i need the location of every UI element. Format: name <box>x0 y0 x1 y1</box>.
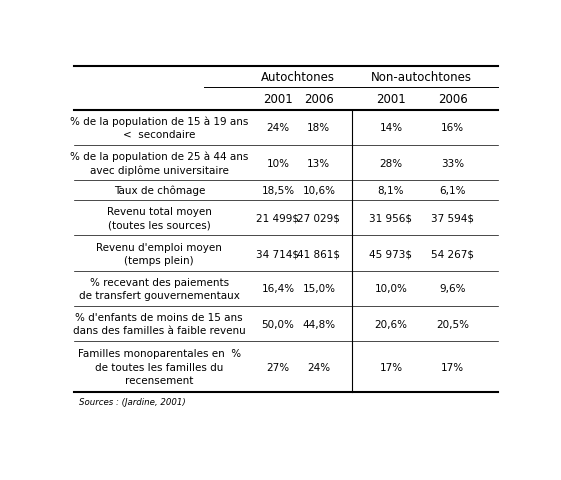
Text: 18%: 18% <box>307 123 330 133</box>
Text: 45 973$: 45 973$ <box>370 249 412 259</box>
Text: 20,5%: 20,5% <box>436 319 469 329</box>
Text: 9,6%: 9,6% <box>439 284 466 294</box>
Text: % d'enfants de moins de 15 ans
dans des familles à faible revenu: % d'enfants de moins de 15 ans dans des … <box>73 312 246 336</box>
Text: Revenu d'emploi moyen
(temps plein): Revenu d'emploi moyen (temps plein) <box>96 242 222 265</box>
Text: 17%: 17% <box>441 362 465 372</box>
Text: Non-autochtones: Non-autochtones <box>371 71 472 84</box>
Text: 21 499$: 21 499$ <box>256 214 300 223</box>
Text: 54 267$: 54 267$ <box>431 249 474 259</box>
Text: % recevant des paiements
de transfert gouvernementaux: % recevant des paiements de transfert go… <box>79 277 240 300</box>
Text: Taux de chômage: Taux de chômage <box>113 186 205 196</box>
Text: 41 861$: 41 861$ <box>297 249 341 259</box>
Text: 14%: 14% <box>379 123 403 133</box>
Text: 24%: 24% <box>266 123 289 133</box>
Text: 6,1%: 6,1% <box>439 186 466 196</box>
Text: 10,6%: 10,6% <box>302 186 335 196</box>
Text: 8,1%: 8,1% <box>378 186 404 196</box>
Text: 2006: 2006 <box>304 93 334 106</box>
Text: 16%: 16% <box>441 123 465 133</box>
Text: 20,6%: 20,6% <box>375 319 407 329</box>
Text: 37 594$: 37 594$ <box>431 214 474 223</box>
Text: Revenu total moyen
(toutes les sources): Revenu total moyen (toutes les sources) <box>107 207 211 230</box>
Text: 34 714$: 34 714$ <box>256 249 300 259</box>
Text: 10,0%: 10,0% <box>375 284 407 294</box>
Text: Autochtones: Autochtones <box>261 71 335 84</box>
Text: 2001: 2001 <box>376 93 406 106</box>
Text: 13%: 13% <box>307 158 330 168</box>
Text: 2006: 2006 <box>438 93 468 106</box>
Text: 33%: 33% <box>441 158 465 168</box>
Text: 16,4%: 16,4% <box>261 284 295 294</box>
Text: 31 956$: 31 956$ <box>370 214 412 223</box>
Text: 24%: 24% <box>307 362 330 372</box>
Text: 27%: 27% <box>266 362 289 372</box>
Text: 10%: 10% <box>266 158 289 168</box>
Text: 17%: 17% <box>379 362 403 372</box>
Text: % de la population de 25 à 44 ans
avec diplôme universitaire: % de la population de 25 à 44 ans avec d… <box>70 151 249 175</box>
Text: Sources : (Jardine, 2001): Sources : (Jardine, 2001) <box>79 397 186 407</box>
Text: 27 029$: 27 029$ <box>297 214 341 223</box>
Text: 15,0%: 15,0% <box>302 284 335 294</box>
Text: 2001: 2001 <box>263 93 293 106</box>
Text: 18,5%: 18,5% <box>261 186 295 196</box>
Text: 28%: 28% <box>379 158 403 168</box>
Text: Familles monoparentales en  %
de toutes les familles du
recensement: Familles monoparentales en % de toutes l… <box>77 348 241 385</box>
Text: 44,8%: 44,8% <box>302 319 335 329</box>
Text: 50,0%: 50,0% <box>261 319 295 329</box>
Text: % de la population de 15 à 19 ans
<  secondaire: % de la population de 15 à 19 ans < seco… <box>70 116 249 140</box>
